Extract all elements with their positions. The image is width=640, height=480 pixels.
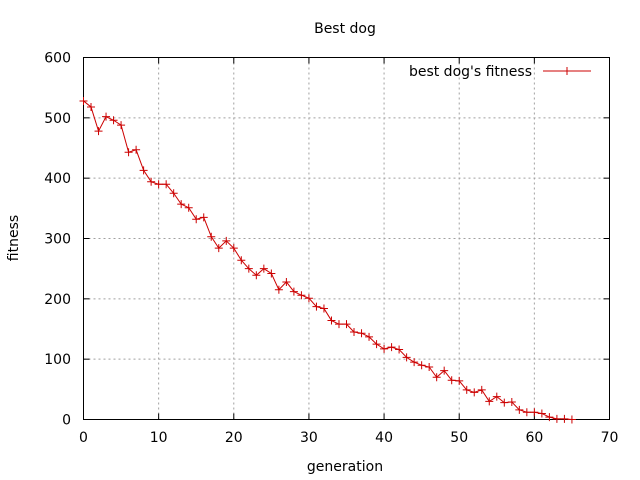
data-point-marker: [470, 388, 479, 397]
x-tick-label: 10: [150, 430, 168, 446]
data-point-marker: [222, 236, 231, 245]
data-point-marker: [492, 392, 501, 401]
data-point-marker: [154, 180, 163, 189]
data-point-marker: [372, 340, 381, 349]
legend-marker: [563, 67, 571, 75]
data-point-marker: [139, 166, 148, 175]
data-point-marker: [387, 343, 396, 352]
data-point-marker: [410, 358, 419, 367]
data-point-marker: [177, 200, 186, 209]
data-point-marker: [440, 366, 449, 375]
data-point-marker: [342, 320, 351, 329]
data-point-marker: [537, 409, 546, 418]
data-point-marker: [402, 353, 411, 362]
data-point-marker: [500, 398, 509, 407]
data-point-marker: [267, 269, 276, 278]
data-point-marker: [169, 189, 178, 198]
data-point-marker: [327, 316, 336, 325]
x-tick-label: 70: [601, 430, 619, 446]
plot-frame: [83, 57, 610, 420]
data-point-marker: [109, 116, 118, 125]
x-tick-label: 0: [79, 430, 88, 446]
data-point-marker: [252, 271, 261, 280]
x-tick-label: 50: [450, 430, 468, 446]
data-point-marker: [259, 264, 268, 273]
data-point-marker: [147, 177, 156, 186]
data-point-marker: [304, 294, 313, 303]
data-point-marker: [312, 302, 321, 311]
series-layer: [79, 96, 576, 424]
data-point-marker: [319, 304, 328, 313]
x-tick-label: 60: [525, 430, 543, 446]
data-point-marker: [447, 376, 456, 385]
data-point-marker: [515, 405, 524, 414]
data-point-marker: [124, 148, 133, 157]
y-tick-label: 600: [44, 51, 71, 67]
data-point-marker: [207, 232, 216, 241]
data-point-marker: [380, 344, 389, 353]
data-point-marker: [560, 414, 569, 423]
y-tick-label: 300: [44, 232, 71, 248]
data-point-marker: [350, 328, 359, 337]
data-point-marker: [297, 291, 306, 300]
data-point-marker: [102, 112, 111, 121]
data-point-marker: [417, 361, 426, 370]
y-tick-label: 200: [44, 292, 71, 308]
data-point-marker: [545, 413, 554, 422]
data-point-marker: [94, 127, 103, 136]
data-point-marker: [477, 385, 486, 394]
data-point-marker: [199, 213, 208, 222]
data-point-marker: [507, 398, 516, 407]
data-point-marker: [334, 320, 343, 329]
axis-ticks: [83, 57, 610, 420]
data-point-marker: [237, 256, 246, 265]
data-point-marker: [357, 329, 366, 338]
data-point-marker: [552, 414, 561, 423]
data-point-marker: [132, 145, 141, 154]
legend-label: best dog's fitness: [409, 64, 532, 80]
data-point-marker: [282, 277, 291, 286]
x-tick-label: 30: [300, 430, 318, 446]
x-axis-label: generation: [307, 459, 383, 475]
y-tick-label: 400: [44, 171, 71, 187]
data-point-marker: [395, 345, 404, 354]
y-tick-label: 0: [62, 413, 71, 429]
y-tick-labels: 0 100 200 300 400 500 600: [44, 51, 71, 429]
data-point-marker: [87, 102, 96, 111]
data-point-marker: [485, 397, 494, 406]
data-point-marker: [184, 203, 193, 212]
x-tick-label: 40: [375, 430, 393, 446]
data-point-marker: [244, 264, 253, 273]
data-point-marker: [567, 415, 576, 424]
y-tick-label: 500: [44, 111, 71, 127]
x-tick-labels: 0 10 20 30 40 50 60 70: [79, 430, 618, 446]
data-point-marker: [214, 244, 223, 253]
data-point-marker: [530, 408, 539, 417]
y-tick-label: 100: [44, 352, 71, 368]
x-tick-label: 20: [225, 430, 243, 446]
data-point-marker: [289, 287, 298, 296]
y-axis-label: fitness: [6, 215, 22, 261]
legend: best dog's fitness: [409, 64, 591, 80]
data-point-marker: [455, 376, 464, 385]
series-line: [83, 100, 572, 420]
data-point-marker: [425, 363, 434, 372]
data-point-marker: [274, 285, 283, 294]
data-point-marker: [522, 408, 531, 417]
data-point-marker: [117, 121, 126, 130]
data-point-marker: [432, 373, 441, 382]
grid-lines: [83, 57, 610, 420]
data-point-marker: [162, 180, 171, 189]
data-point-marker: [192, 215, 201, 224]
data-point-marker: [229, 244, 238, 253]
data-point-marker: [462, 385, 471, 394]
chart-title: Best dog: [314, 21, 376, 37]
data-point-marker: [365, 332, 374, 341]
data-point-marker: [79, 96, 88, 105]
